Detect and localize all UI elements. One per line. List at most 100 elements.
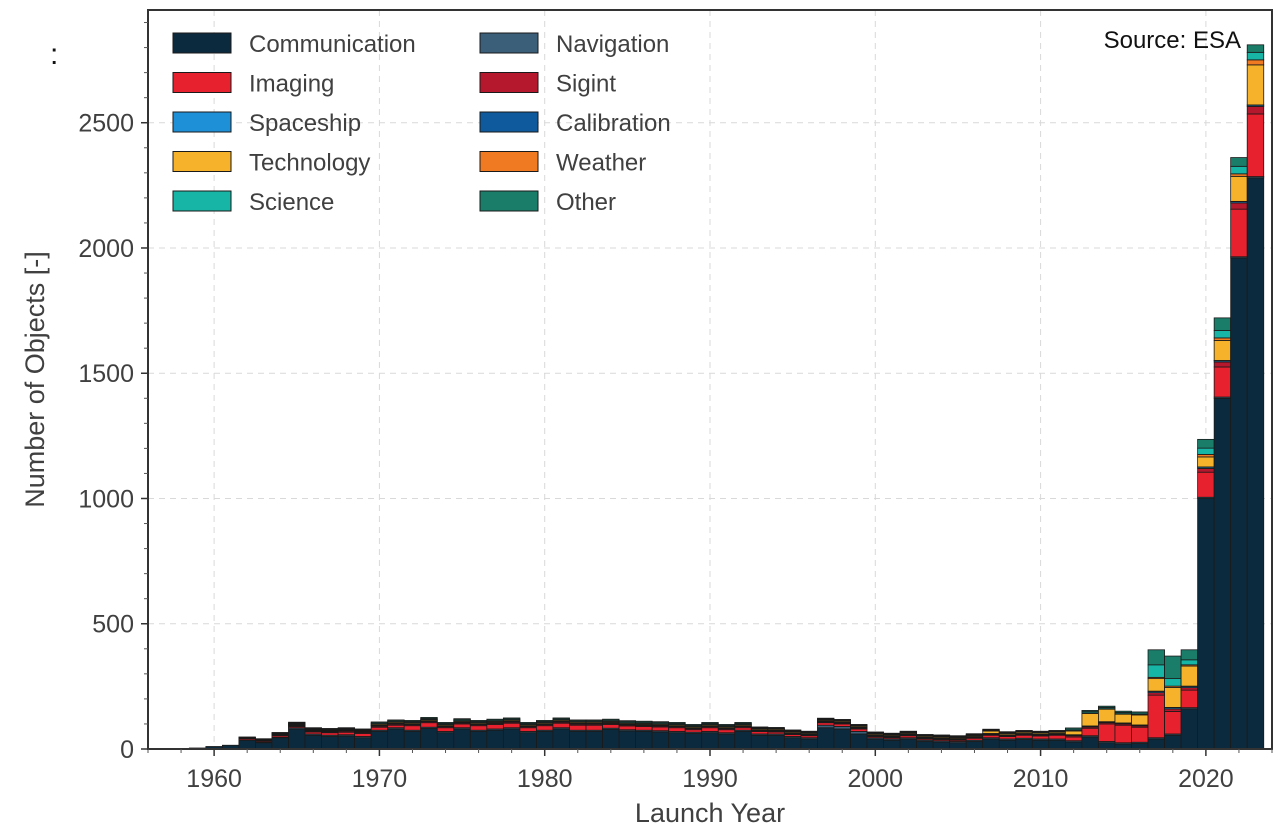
bar-segment-other (321, 728, 339, 730)
bar-segment-other (767, 727, 785, 729)
bar-segment-other (1081, 710, 1099, 713)
bar-segment-communication (932, 741, 951, 750)
bar-segment-other (750, 726, 769, 729)
x-tick-label: 2000 (847, 765, 903, 793)
bar-segment-imaging (1098, 723, 1116, 742)
bar-segment-imaging (618, 725, 637, 731)
y-tick-label: 500 (92, 611, 134, 639)
bar-segment-other (1015, 730, 1033, 732)
bar-segment-other (866, 731, 884, 734)
bar-segment-communication (899, 738, 918, 750)
legend-label-imaging: Imaging (249, 71, 334, 98)
bar-segment-other (238, 736, 256, 738)
bar-segment-imaging (717, 729, 736, 734)
bar-segment-imaging (486, 724, 504, 730)
bar-segment-technology (1246, 64, 1265, 106)
bar-segment-technology (1230, 175, 1248, 202)
bar-segment-technology (1064, 730, 1083, 736)
bar-segment-communication (1015, 739, 1033, 750)
bar-segment-science (1180, 659, 1199, 666)
bar-segment-other (569, 719, 587, 722)
bar-segment-communication (486, 729, 504, 750)
bar-segment-other (552, 717, 570, 720)
bar-segment-communication (866, 738, 884, 750)
bar-segment-communication (998, 739, 1017, 750)
bar-segment-science (1213, 330, 1232, 339)
bar-segment-other (585, 719, 603, 722)
bar-segment-communication (1197, 498, 1215, 750)
bar-segment-sigint (1197, 468, 1215, 473)
bar-segment-communication (436, 732, 455, 750)
bar-segment-imaging (436, 727, 455, 732)
bar-segment-other (602, 718, 620, 721)
bar-segment-imaging (1031, 735, 1050, 740)
legend-label-technology: Technology (249, 150, 370, 177)
bar-segment-imaging (453, 723, 471, 729)
x-tick-label: 2010 (1013, 765, 1069, 793)
bar-segment-other (271, 732, 289, 734)
bar-group (172, 44, 1265, 750)
legend-swatch-spaceship (172, 111, 232, 133)
bar-segment-science (1230, 165, 1248, 175)
legend-label-sigint: Sigint (556, 71, 616, 98)
bar-segment-other (618, 720, 637, 723)
bar-segment-technology (1180, 665, 1199, 687)
bar-segment-weather (1246, 59, 1265, 66)
legend-label-science: Science (249, 189, 334, 216)
bar-segment-communication (585, 731, 603, 750)
bar-segment-other (1031, 730, 1050, 733)
bar-segment-communication (1230, 257, 1248, 750)
x-tick-label: 1990 (682, 765, 738, 793)
bar-segment-communication (1164, 734, 1182, 750)
bar-segment-imaging (1180, 689, 1199, 709)
bar-segment-other (288, 721, 306, 724)
bar-segment-communication (618, 730, 637, 750)
legend-label-other: Other (556, 189, 616, 216)
bar-segment-communication (850, 733, 868, 750)
bar-segment-communication (403, 731, 422, 750)
bar-segment-communication (833, 728, 851, 750)
bar-segment-communication (304, 734, 322, 750)
bar-segment-communication (238, 739, 256, 750)
bar-segment-imaging (502, 722, 521, 729)
y-axis-label: Number of Objects [-] (20, 251, 50, 508)
bar-segment-other (1048, 730, 1066, 732)
bar-segment-imaging (403, 725, 422, 731)
bar-segment-other (304, 727, 322, 729)
bar-segment-other (403, 720, 422, 722)
legend-label-navigation: Navigation (556, 31, 669, 58)
bar-segment-technology (1131, 714, 1149, 726)
bar-segment-other (1131, 711, 1149, 714)
bar-segment-communication (453, 728, 471, 750)
bar-segment-communication (916, 741, 934, 750)
bar-segment-communication (552, 728, 570, 750)
bar-segment-other (1230, 157, 1248, 167)
legend-swatch-communication (172, 32, 232, 54)
bar-segment-other (1098, 705, 1116, 708)
bar-segment-communication (783, 737, 802, 750)
bar-segment-communication (1064, 741, 1083, 750)
legend-label-weather: Weather (556, 150, 646, 177)
legend-swatch-other (479, 190, 539, 212)
bar-segment-imaging (635, 726, 653, 731)
bar-segment-communication (1031, 739, 1050, 750)
source-annotation: Source: ESA (1104, 27, 1241, 54)
bar-segment-other (734, 722, 752, 724)
bar-segment-other (684, 724, 703, 726)
bar-segment-communication (635, 731, 653, 750)
legend-swatch-technology (172, 151, 232, 172)
x-axis: 1960 1970 1980 1990 2000 2010 2020 (147, 749, 1273, 793)
bar-segment-other (635, 720, 653, 723)
bar-segment-communication (271, 737, 289, 750)
bar-segment-communication (965, 741, 984, 750)
bar-segment-imaging (1064, 736, 1083, 742)
bar-segment-communication (883, 739, 901, 750)
bar-segment-communication (1081, 736, 1099, 750)
bar-segment-other (651, 721, 670, 724)
bar-segment-other (883, 732, 901, 735)
legend-label-calibration: Calibration (556, 110, 671, 137)
bar-segment-other (1180, 649, 1199, 661)
bar-segment-communication (717, 733, 736, 750)
bar-segment-science (1246, 51, 1265, 61)
legend-swatch-imaging (172, 72, 232, 93)
